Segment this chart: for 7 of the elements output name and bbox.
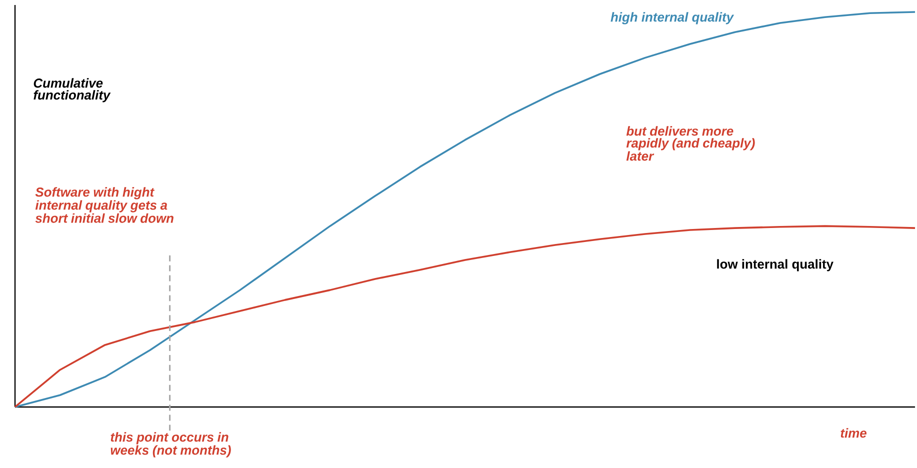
y-axis-title: Cumulative functionality <box>34 78 111 102</box>
series-label: high internal quality <box>610 12 734 24</box>
text: low internal quality <box>717 259 834 272</box>
x-axis-title: time <box>840 428 866 438</box>
annotation: but delivers more rapidly (and cheaply) later <box>626 126 755 161</box>
annotation: Software with hight internal quality gets a short initial slow down <box>35 187 174 223</box>
text: this point occurs in weeks (not months) <box>110 432 231 458</box>
